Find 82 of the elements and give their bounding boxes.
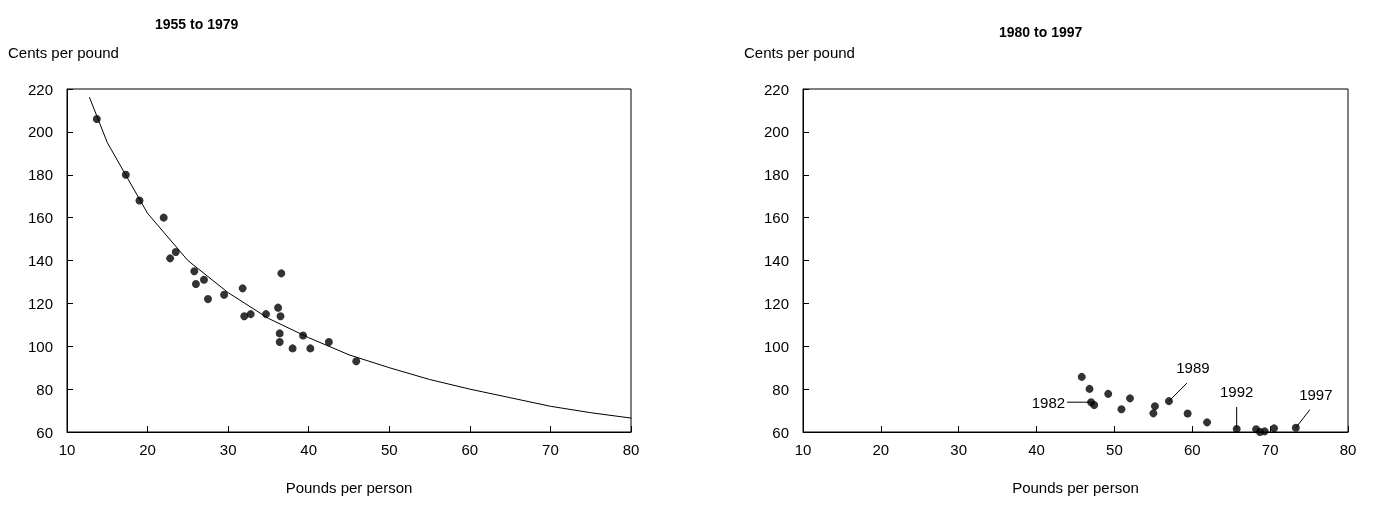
point <box>274 303 283 312</box>
y-tick-label: 220 <box>763 80 789 98</box>
point <box>275 329 284 338</box>
point <box>1232 425 1241 433</box>
x-tick-label: 40 <box>300 441 318 458</box>
point <box>1104 389 1113 398</box>
point <box>1117 405 1126 414</box>
point <box>171 247 180 256</box>
point <box>199 275 208 284</box>
annotation: 1982 <box>1031 393 1066 411</box>
point <box>135 196 144 205</box>
point <box>121 170 130 179</box>
point <box>240 312 249 321</box>
point <box>288 344 297 353</box>
y-axis-title: Cents per pound <box>744 44 855 61</box>
point <box>1183 409 1192 418</box>
y-tick-label: 160 <box>763 209 789 227</box>
point <box>1126 394 1134 403</box>
x-tick-label: 30 <box>219 441 237 458</box>
point <box>277 269 286 278</box>
x-tick-label: 30 <box>950 441 968 458</box>
point <box>1164 397 1173 406</box>
x-tick-label: 50 <box>380 441 398 458</box>
point <box>1270 424 1279 433</box>
y-tick-label: 60 <box>36 423 53 441</box>
point <box>1085 384 1094 393</box>
annotation: 1992 <box>1219 383 1254 400</box>
chart-title: 1980 to 1997 <box>999 24 1083 40</box>
x-tick-label: 10 <box>58 441 76 458</box>
x-tick-label: 60 <box>461 441 479 458</box>
y-tick-label: 220 <box>27 80 53 98</box>
y-tick-label: 80 <box>36 380 53 398</box>
x-axis-title: Pounds per person <box>1012 479 1139 496</box>
point <box>190 267 199 276</box>
y-tick-label: 120 <box>763 294 789 312</box>
point <box>1149 409 1158 418</box>
point <box>352 357 361 366</box>
annotation: 1989 <box>1176 359 1210 377</box>
y-tick-label: 120 <box>27 294 53 312</box>
point <box>1203 418 1212 427</box>
point <box>299 331 308 340</box>
point <box>1077 372 1086 381</box>
y-tick-label: 100 <box>763 337 789 355</box>
point <box>275 337 284 346</box>
x-tick-label: 20 <box>139 441 156 458</box>
point <box>262 310 271 319</box>
x-tick-label: 80 <box>1339 441 1357 458</box>
x-axis-title: Pounds per person <box>285 479 413 496</box>
point <box>1260 427 1269 436</box>
y-tick-label: 200 <box>27 123 53 141</box>
x-tick-label: 70 <box>542 441 559 458</box>
x-tick-label: 70 <box>1261 441 1279 458</box>
x-tick-label: 10 <box>794 441 812 458</box>
point <box>191 280 200 289</box>
y-tick-label: 200 <box>763 123 789 141</box>
y-tick-label: 140 <box>763 252 789 269</box>
y-tick-label: 180 <box>27 166 53 184</box>
point <box>238 284 247 293</box>
point <box>204 295 212 304</box>
point <box>92 115 101 124</box>
point <box>166 254 175 263</box>
y-tick-label: 140 <box>27 252 53 269</box>
x-tick-label: 50 <box>1106 441 1123 458</box>
x-tick-label: 60 <box>1183 441 1201 458</box>
annotation: 1997 <box>1299 385 1333 403</box>
x-tick-label: 80 <box>622 441 640 458</box>
y-axis-title: Cents per pound <box>8 44 119 61</box>
point <box>324 337 333 346</box>
y-tick-label: 160 <box>27 209 53 227</box>
x-tick-label: 20 <box>872 441 890 458</box>
point <box>276 312 285 321</box>
chart-title: 1955 to 1979 <box>155 16 239 32</box>
y-tick-label: 60 <box>772 423 789 441</box>
point <box>220 290 229 299</box>
point <box>159 213 168 222</box>
y-tick-label: 100 <box>27 337 53 355</box>
x-tick-label: 40 <box>1028 441 1045 458</box>
point <box>306 344 315 353</box>
y-tick-label: 180 <box>763 166 789 184</box>
point <box>1150 402 1159 411</box>
point <box>246 310 255 319</box>
y-tick-label: 80 <box>772 380 789 398</box>
